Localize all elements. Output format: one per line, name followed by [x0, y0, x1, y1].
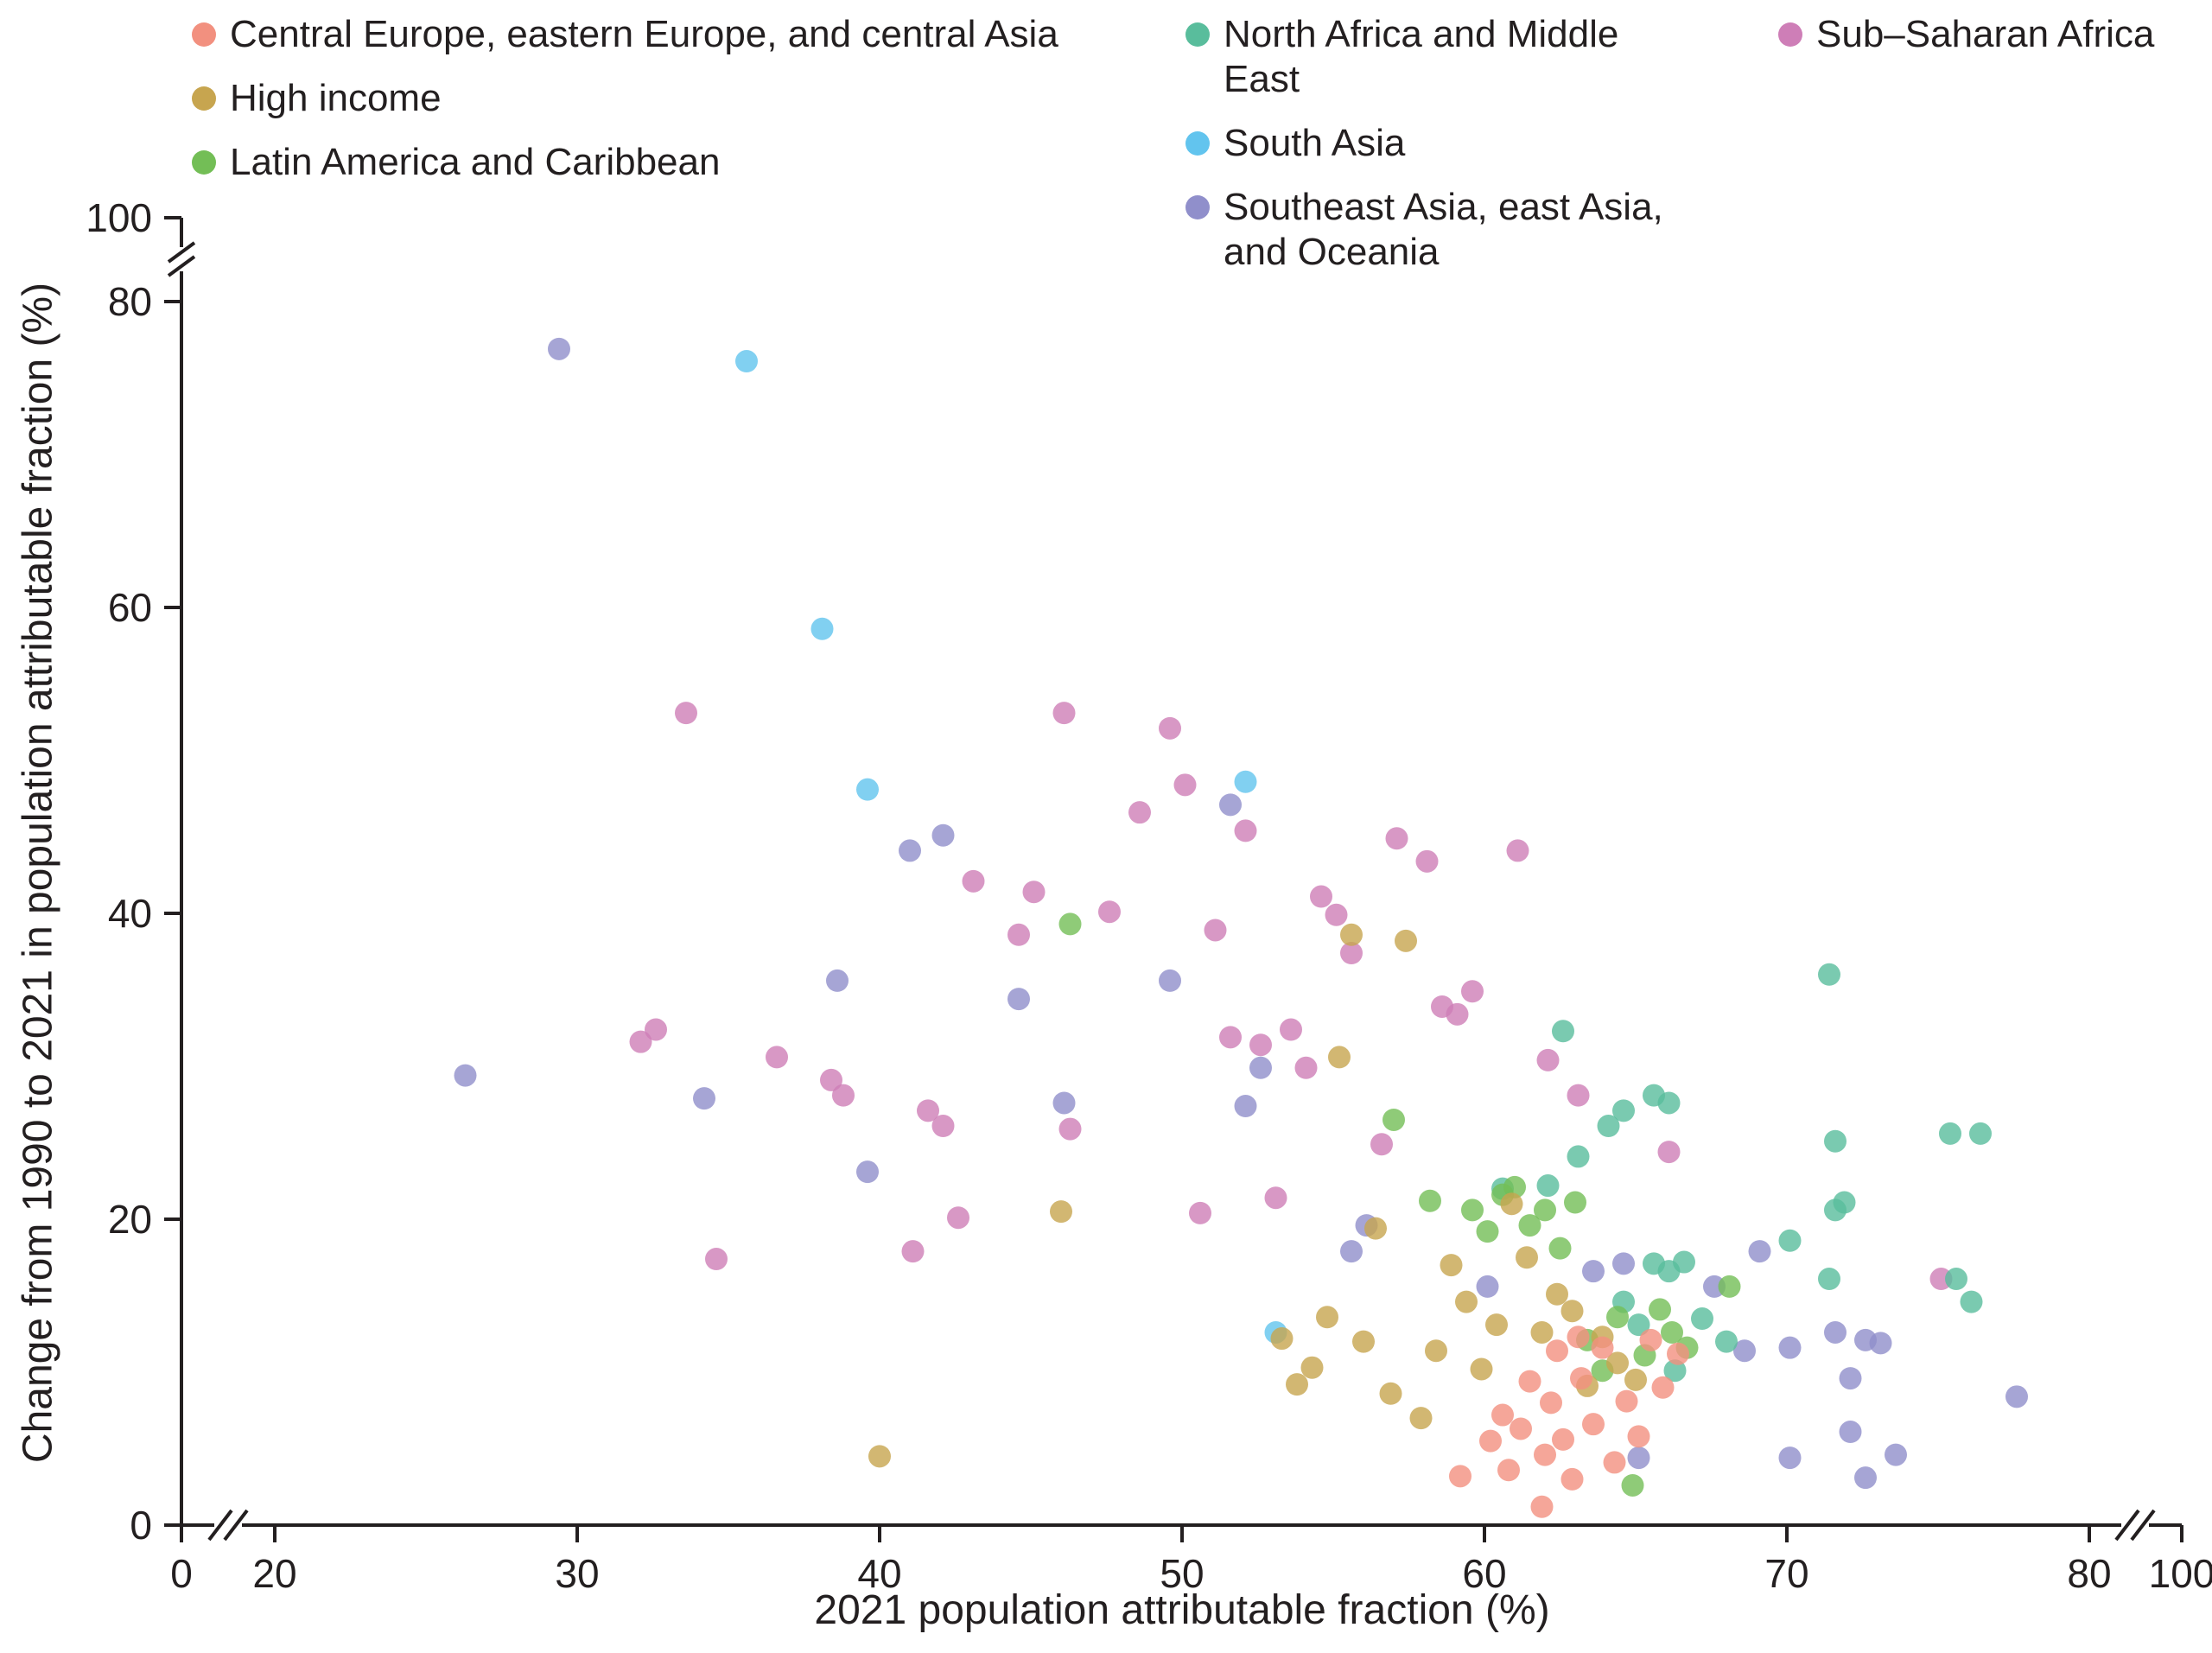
legend-dot-icon — [1185, 195, 1210, 219]
svg-text:40: 40 — [108, 891, 152, 936]
svg-text:60: 60 — [1462, 1551, 1506, 1596]
legend-dot-icon — [1778, 22, 1802, 47]
legend-label: Sub–Saharan Africa — [1816, 13, 2155, 55]
svg-text:100: 100 — [2149, 1551, 2212, 1596]
x-axis-title: 2021 population attributable fraction (%… — [814, 1587, 1550, 1633]
legend-column-3: Sub–Saharan Africa — [1778, 12, 2210, 294]
legend-label: High income — [230, 77, 442, 119]
legend-label: Southeast Asia, east Asia, and Oceania — [1224, 186, 1663, 273]
legend-item-sub-saharan-africa: Sub–Saharan Africa — [1778, 12, 2210, 57]
legend-item-south-asia: South Asia — [1185, 121, 1704, 166]
legend-dot-icon — [192, 150, 216, 175]
legend-item-high-income: High income — [192, 76, 1151, 121]
legend-item-north-africa: North Africa and Middle East — [1185, 12, 1704, 102]
svg-text:100: 100 — [86, 195, 152, 240]
svg-text:80: 80 — [2067, 1551, 2111, 1596]
svg-text:0: 0 — [130, 1503, 152, 1548]
svg-text:80: 80 — [108, 279, 152, 324]
svg-text:20: 20 — [252, 1551, 296, 1596]
svg-text:30: 30 — [555, 1551, 599, 1596]
legend-dot-icon — [1185, 22, 1210, 47]
svg-text:70: 70 — [1764, 1551, 1808, 1596]
legend-dot-icon — [192, 22, 216, 47]
legend-label: North Africa and Middle East — [1224, 13, 1619, 100]
legend-column-2: North Africa and Middle East South Asia … — [1185, 12, 1704, 294]
svg-text:50: 50 — [1160, 1551, 1204, 1596]
svg-text:20: 20 — [108, 1197, 152, 1242]
legend-dot-icon — [192, 86, 216, 111]
legend-label: Central Europe, eastern Europe, and cent… — [230, 13, 1058, 55]
svg-text:0: 0 — [170, 1551, 193, 1596]
legend-dot-icon — [1185, 131, 1210, 156]
legend-item-central-europe: Central Europe, eastern Europe, and cent… — [192, 12, 1151, 57]
legend-item-southeast-asia: Southeast Asia, east Asia, and Oceania — [1185, 185, 1704, 275]
legend-label: Latin America and Caribbean — [230, 141, 721, 183]
svg-text:60: 60 — [108, 585, 152, 630]
legend-column-1: Central Europe, eastern Europe, and cent… — [192, 12, 1151, 294]
legend: Central Europe, eastern Europe, and cent… — [0, 12, 2212, 294]
svg-text:40: 40 — [857, 1551, 901, 1596]
legend-label: South Asia — [1224, 122, 1406, 164]
legend-item-latin-america: Latin America and Caribbean — [192, 140, 1151, 185]
